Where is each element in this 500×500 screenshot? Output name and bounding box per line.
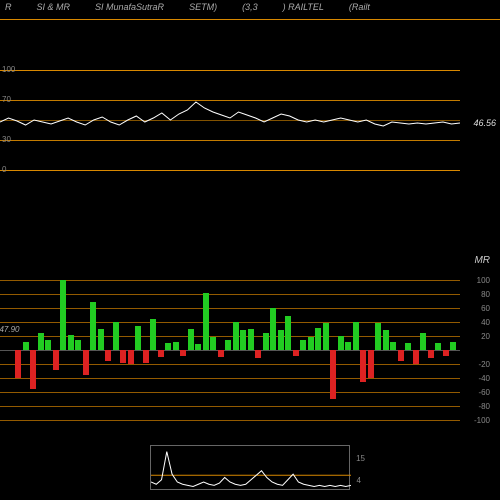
header-text: SI & MR — [37, 2, 71, 16]
header-text: (Railt — [349, 2, 370, 16]
header-text: SI MunafaSutraR — [95, 2, 164, 16]
mini-chart: 154 — [150, 445, 350, 490]
header-text: R — [5, 2, 12, 16]
header-text: SETM) — [189, 2, 217, 16]
mr-label: MR — [474, 255, 490, 266]
header-text: ) RAILTEL — [283, 2, 324, 16]
mr-bar-chart: -100-80-60-40-202040608010000247.90 — [0, 280, 460, 420]
header-text: (3,3 — [242, 2, 258, 16]
rsi-chart: 0307010046.56 — [0, 70, 460, 170]
chart-header: R SI & MR SI MunafaSutraR SETM) (3,3 ) R… — [0, 0, 500, 18]
divider-line — [0, 19, 500, 20]
